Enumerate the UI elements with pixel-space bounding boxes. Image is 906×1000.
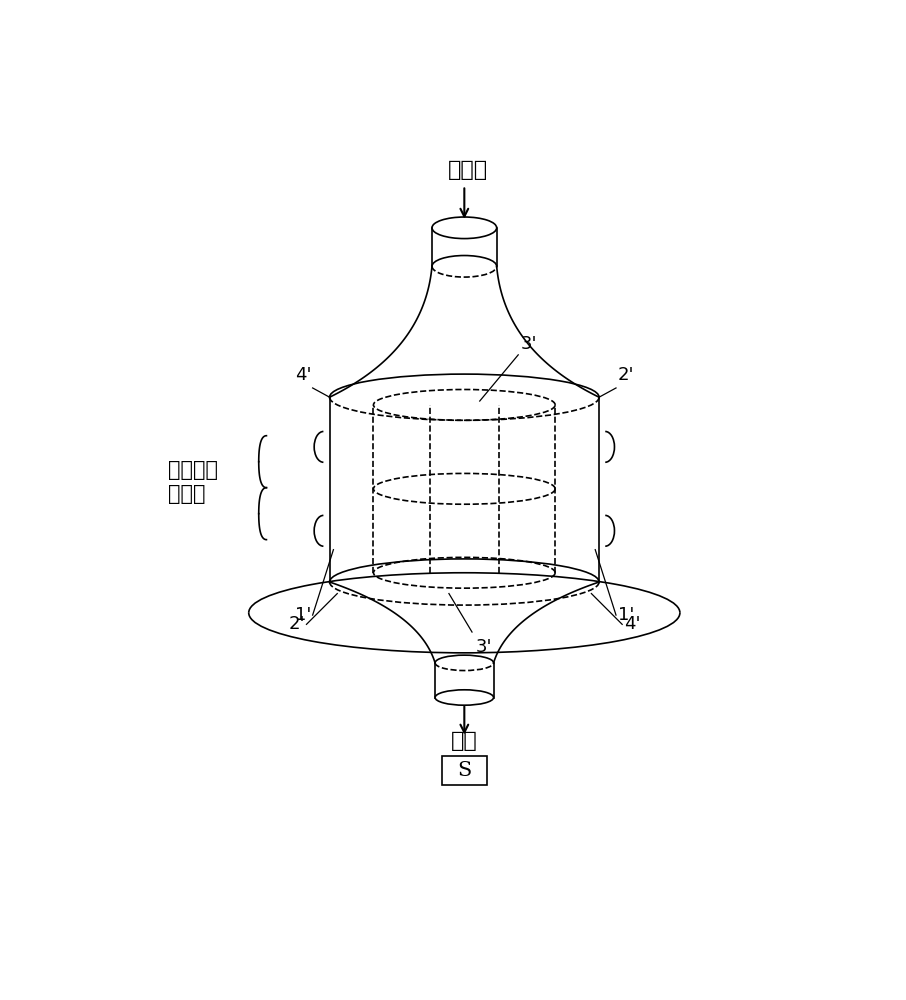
Text: S: S [458, 761, 471, 780]
Text: 1': 1' [294, 606, 311, 624]
Text: 1': 1' [618, 606, 634, 624]
Text: 2': 2' [618, 366, 634, 384]
Text: 3': 3' [476, 638, 492, 656]
Text: 排渣: 排渣 [451, 731, 477, 751]
Text: 融融区: 融融区 [168, 484, 206, 504]
Text: 4': 4' [294, 366, 311, 384]
Text: 生物质: 生物质 [448, 160, 488, 180]
Text: 4': 4' [623, 615, 641, 633]
Text: 灰渣高温: 灰渣高温 [168, 460, 217, 480]
Text: 2': 2' [288, 615, 305, 633]
Text: 3': 3' [521, 335, 537, 353]
FancyBboxPatch shape [442, 756, 487, 785]
